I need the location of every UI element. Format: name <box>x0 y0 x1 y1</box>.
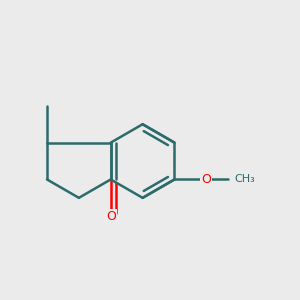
Text: O: O <box>201 173 211 186</box>
Text: CH₃: CH₃ <box>234 174 255 184</box>
Text: O: O <box>106 210 116 223</box>
